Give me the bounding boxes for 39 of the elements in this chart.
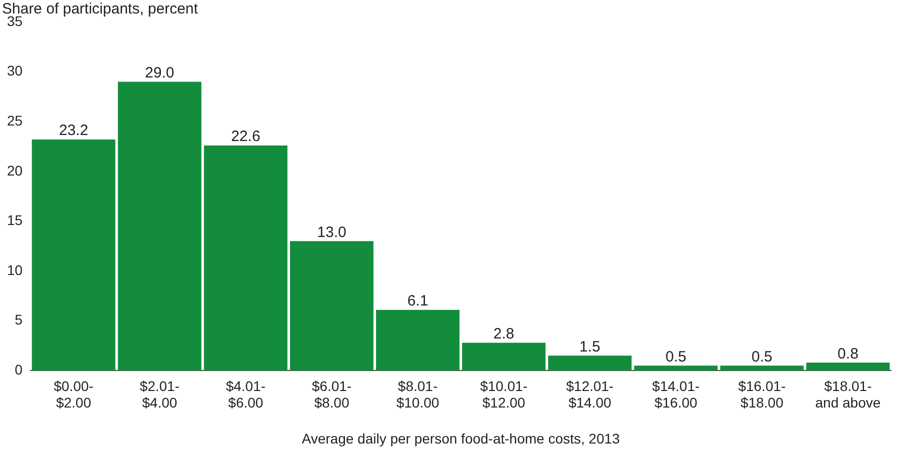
data-label: 22.6 (231, 128, 260, 146)
bar (32, 140, 116, 371)
x-axis-title: Average daily per person food-at-home costs, 2013 (302, 430, 620, 446)
data-label: 2.8 (493, 325, 514, 342)
x-tick-label: $2.01- $4.00 (140, 378, 180, 411)
bar (634, 366, 718, 371)
bar (376, 310, 460, 371)
x-tick-label: $8.01- $10.00 (396, 378, 440, 411)
bar (290, 241, 374, 371)
bar (118, 82, 202, 371)
y-tick-label: 10 (6, 262, 23, 278)
bar (806, 362, 890, 371)
y-tick-label: 0 (14, 361, 23, 378)
x-tick-label: $16.01- $18.00 (738, 378, 786, 411)
x-tick-label: $10.01- $12.00 (480, 378, 528, 411)
y-tick-label: 20 (6, 162, 23, 178)
bar (720, 366, 804, 371)
x-tick-label: $18.01- and above (815, 378, 881, 411)
data-label: 13.0 (317, 224, 346, 241)
data-label: 23.2 (58, 122, 88, 140)
x-tick-label: $12.01- $14.00 (566, 378, 614, 411)
data-label: 1.5 (579, 338, 600, 356)
y-tick-label: 5 (14, 312, 23, 328)
y-tick-label: 30 (6, 62, 23, 79)
x-tick-label: $0.00- $2.00 (54, 378, 94, 411)
x-tick-label: $14.01- $16.00 (652, 378, 700, 411)
y-tick-label: 25 (6, 112, 23, 128)
y-tick-label: 15 (6, 212, 23, 228)
y-tick-label: 35 (6, 12, 23, 29)
bar (204, 146, 288, 371)
bar (462, 342, 546, 371)
x-tick-label: $4.01- $6.00 (226, 378, 266, 411)
data-label: 0.5 (665, 348, 686, 366)
bar (548, 356, 632, 371)
data-label: 29.0 (145, 64, 174, 82)
x-tick-label: $6.01- $8.00 (312, 378, 352, 411)
data-label: 0.8 (838, 345, 858, 362)
data-label: 0.5 (752, 348, 772, 366)
data-label: 6.1 (407, 292, 428, 310)
